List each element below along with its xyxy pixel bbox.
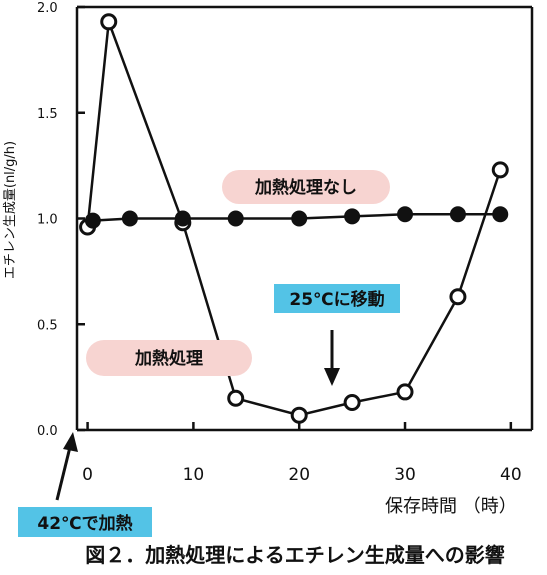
- data-point-no-treatment: [492, 206, 509, 223]
- y-tick-label: 0.5: [37, 318, 58, 333]
- series-label-no-treatment-bg: [222, 170, 390, 204]
- data-point-treatment: [343, 394, 361, 412]
- x-tick-label: 20: [288, 465, 310, 485]
- annotation-move: 25℃に移動: [274, 284, 400, 386]
- data-point-treatment: [100, 13, 118, 31]
- x-tick-label: 30: [394, 465, 416, 485]
- y-tick-label: 2.0: [37, 1, 58, 16]
- x-tick-label: 0: [82, 465, 93, 485]
- annotation-heat-bg: [18, 507, 152, 537]
- ticks-layer: 0.0 0.5 1.0 1.5 2.0 0 10 20 30 40: [37, 1, 522, 485]
- data-point-no-treatment: [344, 208, 361, 225]
- annotation-heat-text: 42℃で加熱: [37, 513, 132, 534]
- annotation-heat-arrow-shaft: [55, 446, 72, 501]
- data-point-no-treatment: [121, 210, 138, 227]
- x-tick-label: 10: [183, 465, 205, 485]
- data-point-no-treatment: [84, 212, 101, 229]
- x-tick-label: 40: [500, 465, 522, 485]
- annotation-move-bg: [274, 284, 400, 313]
- series-label-treatment-text: 加熱処理: [134, 348, 203, 369]
- data-point-treatment: [227, 389, 245, 407]
- data-point-no-treatment: [397, 206, 414, 223]
- lines-layer: [79, 13, 509, 424]
- data-point-treatment: [449, 288, 467, 306]
- data-point-no-treatment: [227, 210, 244, 227]
- data-point-no-treatment: [449, 206, 466, 223]
- data-point-no-treatment: [174, 210, 191, 227]
- annotation-move-arrow-head: [324, 368, 340, 386]
- data-point-no-treatment: [291, 210, 308, 227]
- x-axis-title: 保存時間 （時）: [385, 496, 517, 517]
- series-label-no-treatment-text: 加熱処理なし: [254, 177, 357, 198]
- y-tick-label: 0.0: [37, 424, 58, 439]
- figure-caption: 図２．加熱処理によるエチレン生成量への影響: [85, 543, 504, 567]
- data-point-treatment: [290, 406, 308, 424]
- series-label-treatment-bg: [86, 340, 252, 376]
- annotation-heat-start: 42℃で加熱: [18, 432, 152, 537]
- annotation-move-text: 25℃に移動: [289, 289, 384, 310]
- annotation-heat-arrow-head: [63, 432, 78, 452]
- series-label-treatment: 加熱処理: [86, 340, 252, 376]
- y-tick-label: 1.5: [37, 107, 58, 122]
- data-point-treatment: [396, 383, 414, 401]
- data-point-treatment: [491, 161, 509, 179]
- y-axis-title: エチレン生成量(nl/g/h): [3, 141, 18, 279]
- series-label-no-treatment: 加熱処理なし: [222, 170, 390, 204]
- y-tick-label: 1.0: [37, 213, 58, 228]
